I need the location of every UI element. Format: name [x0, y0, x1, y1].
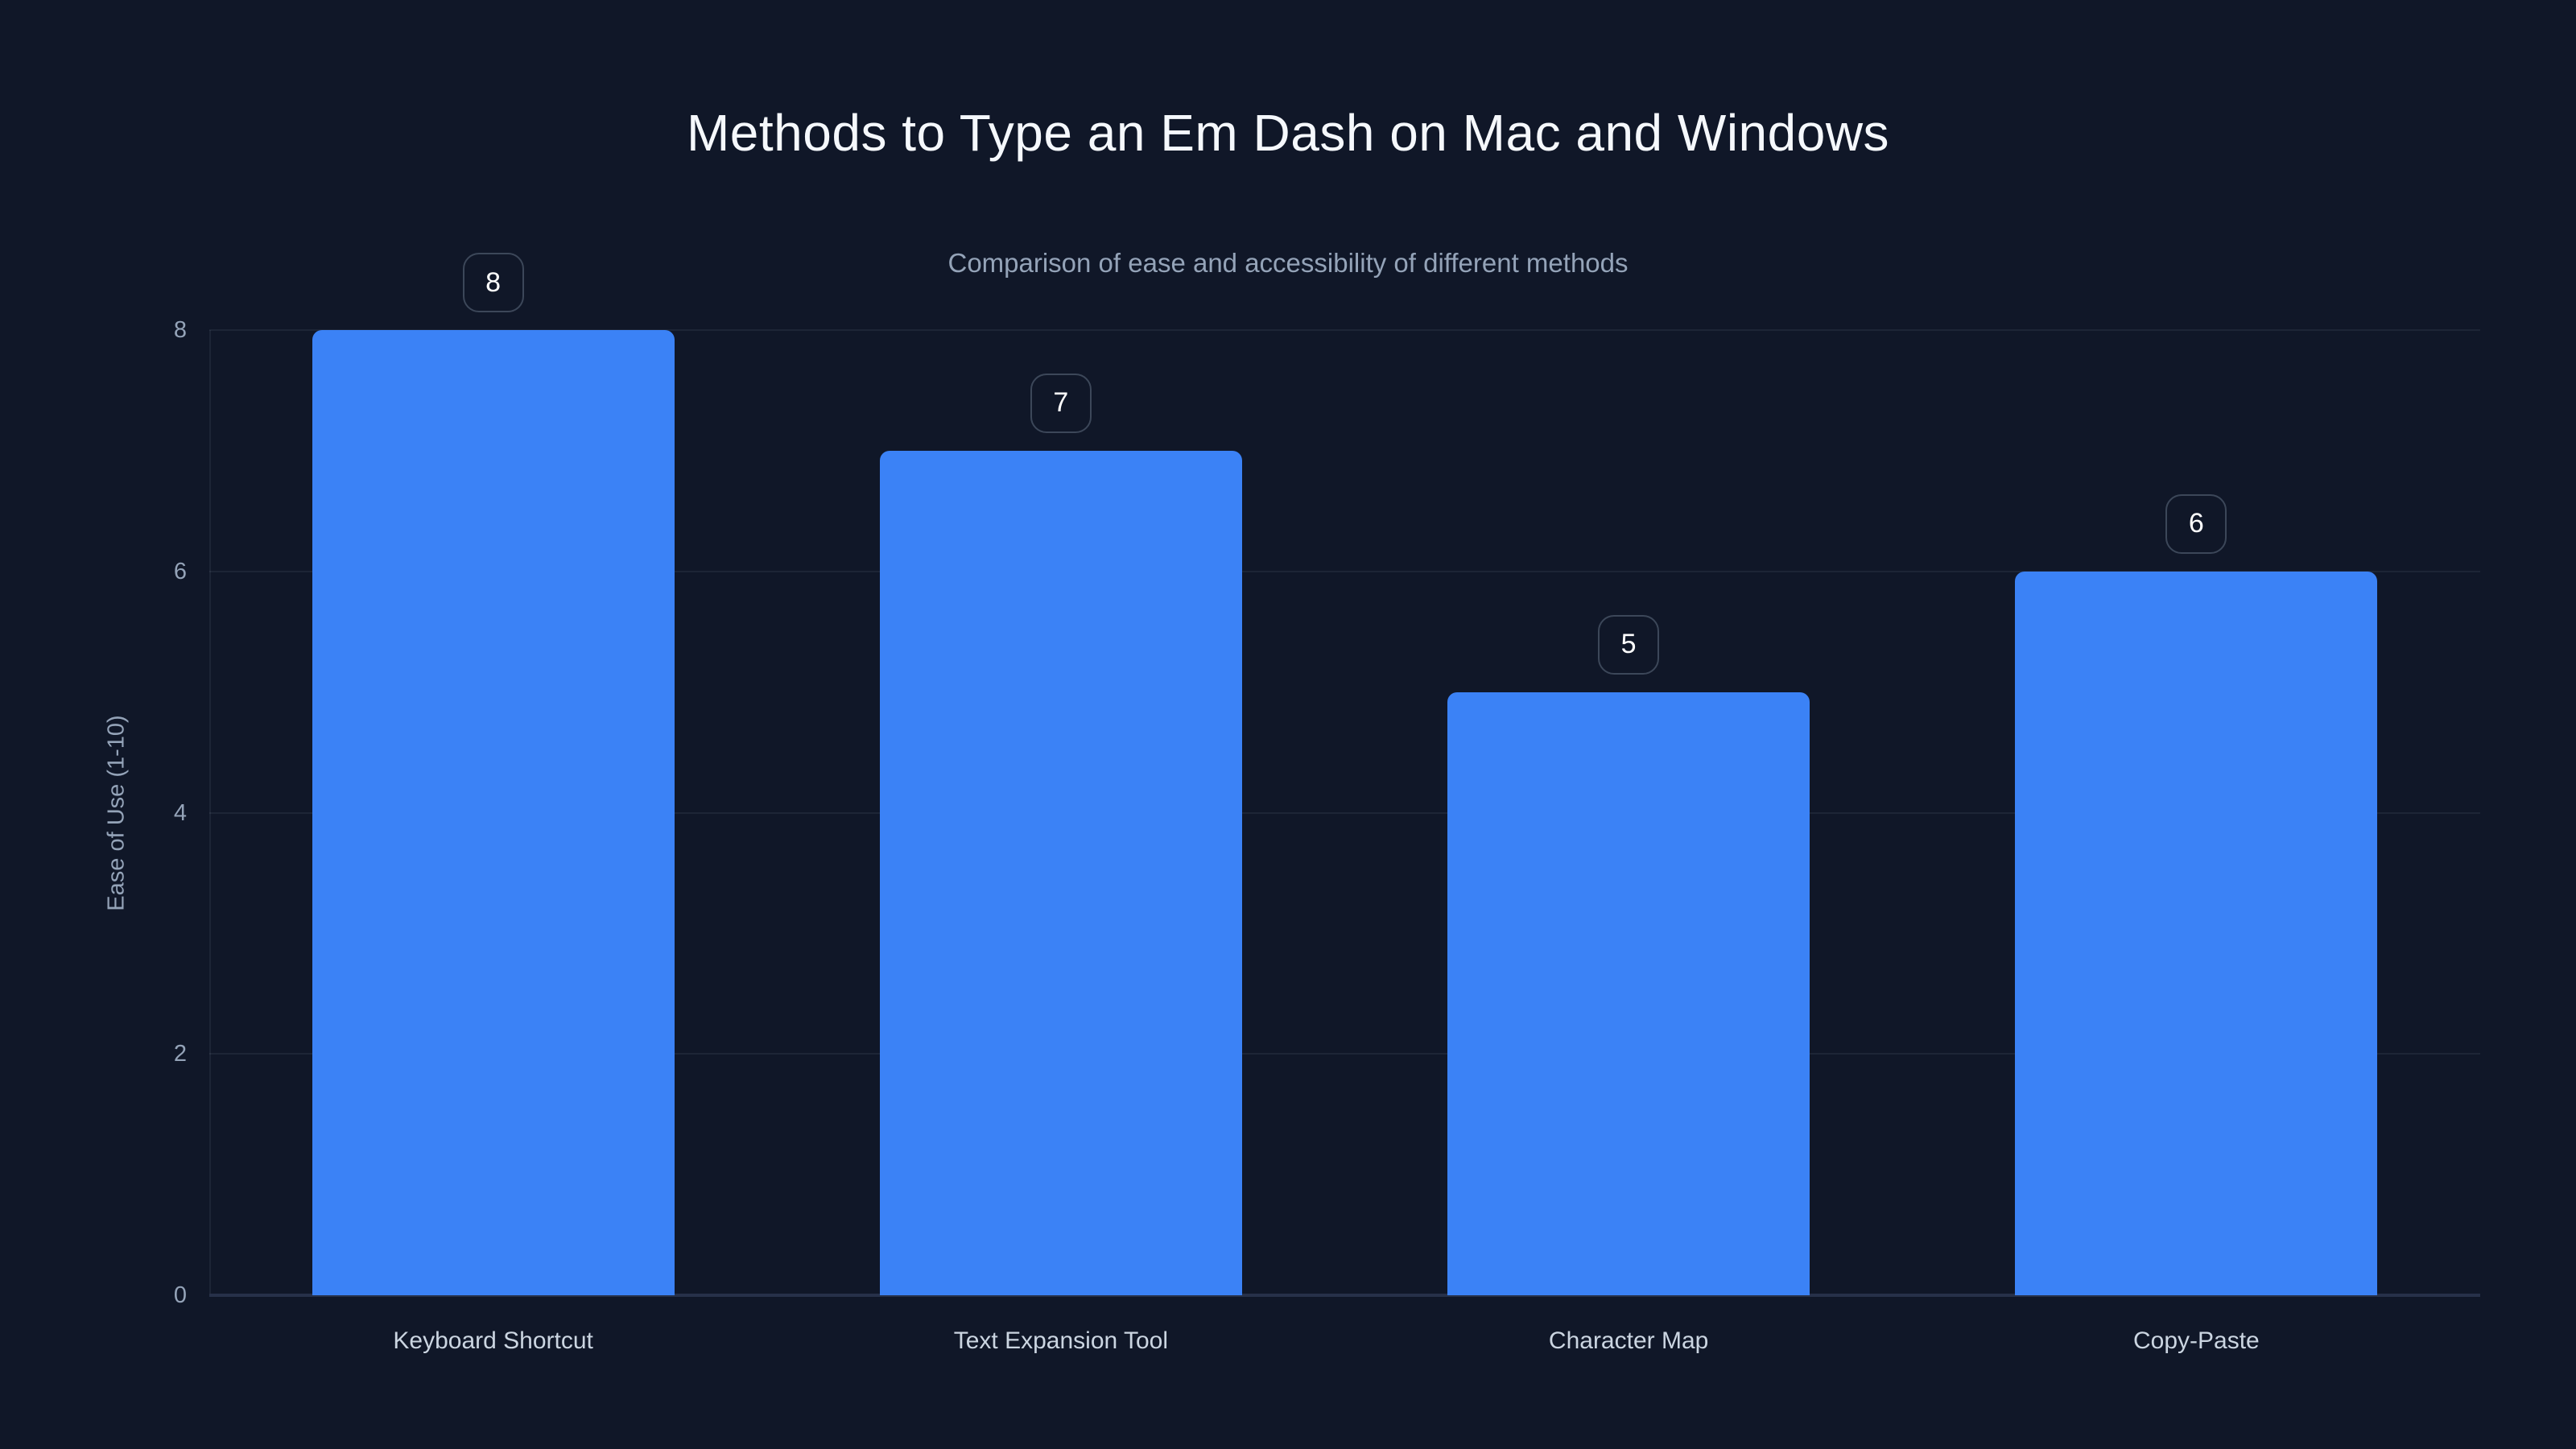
bar-3 — [2015, 571, 2378, 1295]
value-badge-1: 7 — [1030, 373, 1092, 433]
value-badge-0: 8 — [462, 253, 524, 312]
y-tick-label-2: 2 — [173, 1041, 187, 1067]
chart-subtitle: Comparison of ease and accessibility of … — [947, 248, 1629, 278]
y-tick-label-8: 8 — [173, 317, 187, 343]
value-badge-2: 5 — [1598, 614, 1660, 675]
bar-1 — [879, 450, 1242, 1295]
bar-0 — [312, 330, 675, 1295]
gridline-y-2 — [209, 1053, 2480, 1055]
bar-2 — [1447, 691, 1810, 1295]
x-axis-baseline — [209, 1294, 2480, 1297]
y-tick-label-6: 6 — [173, 558, 187, 584]
gridline-y-6 — [209, 570, 2480, 572]
gridline-y-4 — [209, 811, 2480, 814]
y-axis-line — [209, 330, 211, 1295]
x-category-label-3: Copy-Paste — [2133, 1327, 2260, 1354]
y-tick-label-4: 4 — [173, 799, 187, 826]
x-category-label-0: Keyboard Shortcut — [393, 1327, 593, 1354]
value-badge-3: 6 — [2165, 493, 2227, 554]
chart-title: Methods to Type an Em Dash on Mac and Wi… — [686, 104, 1890, 162]
x-category-label-1: Text Expansion Tool — [953, 1327, 1169, 1354]
x-category-label-2: Character Map — [1548, 1327, 1709, 1354]
gridline-y-8 — [209, 329, 2480, 331]
y-tick-label-0: 0 — [173, 1282, 187, 1308]
